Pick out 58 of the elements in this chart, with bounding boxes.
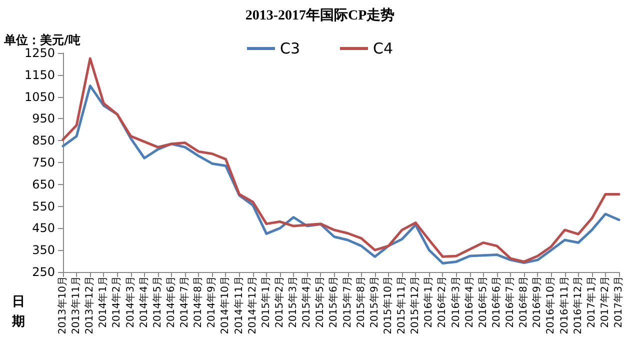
x-tick-label: 2016年10月 bbox=[544, 276, 557, 334]
x-tick-label: 2016年9月 bbox=[531, 276, 544, 328]
x-tick-label: 2013年11月 bbox=[70, 276, 82, 334]
x-tick-label: 2015年12月 bbox=[409, 276, 422, 334]
x-tick-label: 2014年6月 bbox=[164, 276, 177, 328]
x-tick-label: 2014年10月 bbox=[219, 276, 232, 334]
x-tick-label: 2016年1月 bbox=[422, 276, 435, 328]
x-tick-label: 2015年11月 bbox=[396, 276, 408, 334]
x-tick-label: 2014年12月 bbox=[246, 276, 258, 334]
legend-label: C3 bbox=[280, 40, 300, 58]
x-tick-label: 2015年1月 bbox=[260, 276, 272, 328]
x-tick-label: 2014年11月 bbox=[232, 276, 245, 334]
y-axis-title: 单位：美元/吨 bbox=[3, 33, 80, 47]
x-tick-label: 2017年2月 bbox=[598, 276, 611, 328]
x-tick-label: 2015年10月 bbox=[382, 276, 394, 334]
x-tick-label: 2017年1月 bbox=[585, 276, 598, 328]
x-tick-label: 2016年4月 bbox=[463, 276, 476, 328]
x-tick-label: 2015年2月 bbox=[273, 276, 286, 328]
x-tick-label: 2014年2月 bbox=[110, 276, 123, 328]
x-tick-label: 2016年3月 bbox=[450, 276, 462, 328]
x-tick-label: 2014年4月 bbox=[138, 276, 150, 328]
x-tick-label: 2015年4月 bbox=[300, 276, 313, 328]
x-tick-label: 2015年8月 bbox=[354, 276, 367, 328]
x-tick-label: 2016年11月 bbox=[558, 276, 570, 334]
y-tick-label: 750 bbox=[32, 156, 55, 170]
y-tick-label: 250 bbox=[32, 265, 55, 279]
x-tick-label: 2015年6月 bbox=[328, 276, 340, 328]
x-tick-label: 2015年3月 bbox=[287, 276, 300, 328]
x-tick-label: 2015年9月 bbox=[368, 276, 380, 328]
x-tick-label: 2013年10月 bbox=[56, 276, 68, 334]
y-tick-label: 950 bbox=[32, 112, 55, 126]
x-tick-label: 2016年2月 bbox=[436, 276, 448, 328]
y-tick-label: 450 bbox=[32, 221, 55, 236]
x-tick-label: 2014年5月 bbox=[151, 276, 164, 328]
x-tick-label: 2016年12月 bbox=[572, 276, 584, 334]
y-tick-label: 550 bbox=[32, 199, 55, 214]
x-tick-label: 2014年9月 bbox=[206, 276, 218, 328]
y-tick-label: 850 bbox=[32, 134, 55, 148]
y-tick-label: 1150 bbox=[24, 68, 55, 82]
y-tick-label: 350 bbox=[32, 243, 55, 258]
x-tick-label: 2015年7月 bbox=[341, 276, 354, 328]
x-tick-label: 2014年1月 bbox=[97, 276, 110, 328]
x-tick-label: 2014年7月 bbox=[178, 276, 191, 328]
legend-label: C4 bbox=[373, 40, 394, 58]
y-tick-label: 650 bbox=[32, 177, 55, 192]
x-tick-label: 2016年8月 bbox=[518, 276, 530, 328]
y-tick-label: 1050 bbox=[24, 90, 55, 104]
x-tick-label: 2013年12月 bbox=[84, 276, 96, 334]
x-axis-title: 日期 bbox=[11, 294, 25, 330]
x-tick-label: 2015年5月 bbox=[314, 276, 326, 328]
x-tick-label: 2014年8月 bbox=[192, 276, 204, 328]
y-tick-label: 1250 bbox=[24, 46, 55, 60]
x-tick-label: 2014年3月 bbox=[124, 276, 136, 328]
x-tick-label: 2017年3月 bbox=[612, 276, 624, 328]
x-tick-label: 2016年5月 bbox=[476, 276, 489, 328]
x-tick-label: 2016年7月 bbox=[504, 276, 516, 328]
chart-title: 2013-2017年国际CP走势 bbox=[245, 8, 395, 24]
x-tick-label: 2016年6月 bbox=[490, 276, 502, 328]
